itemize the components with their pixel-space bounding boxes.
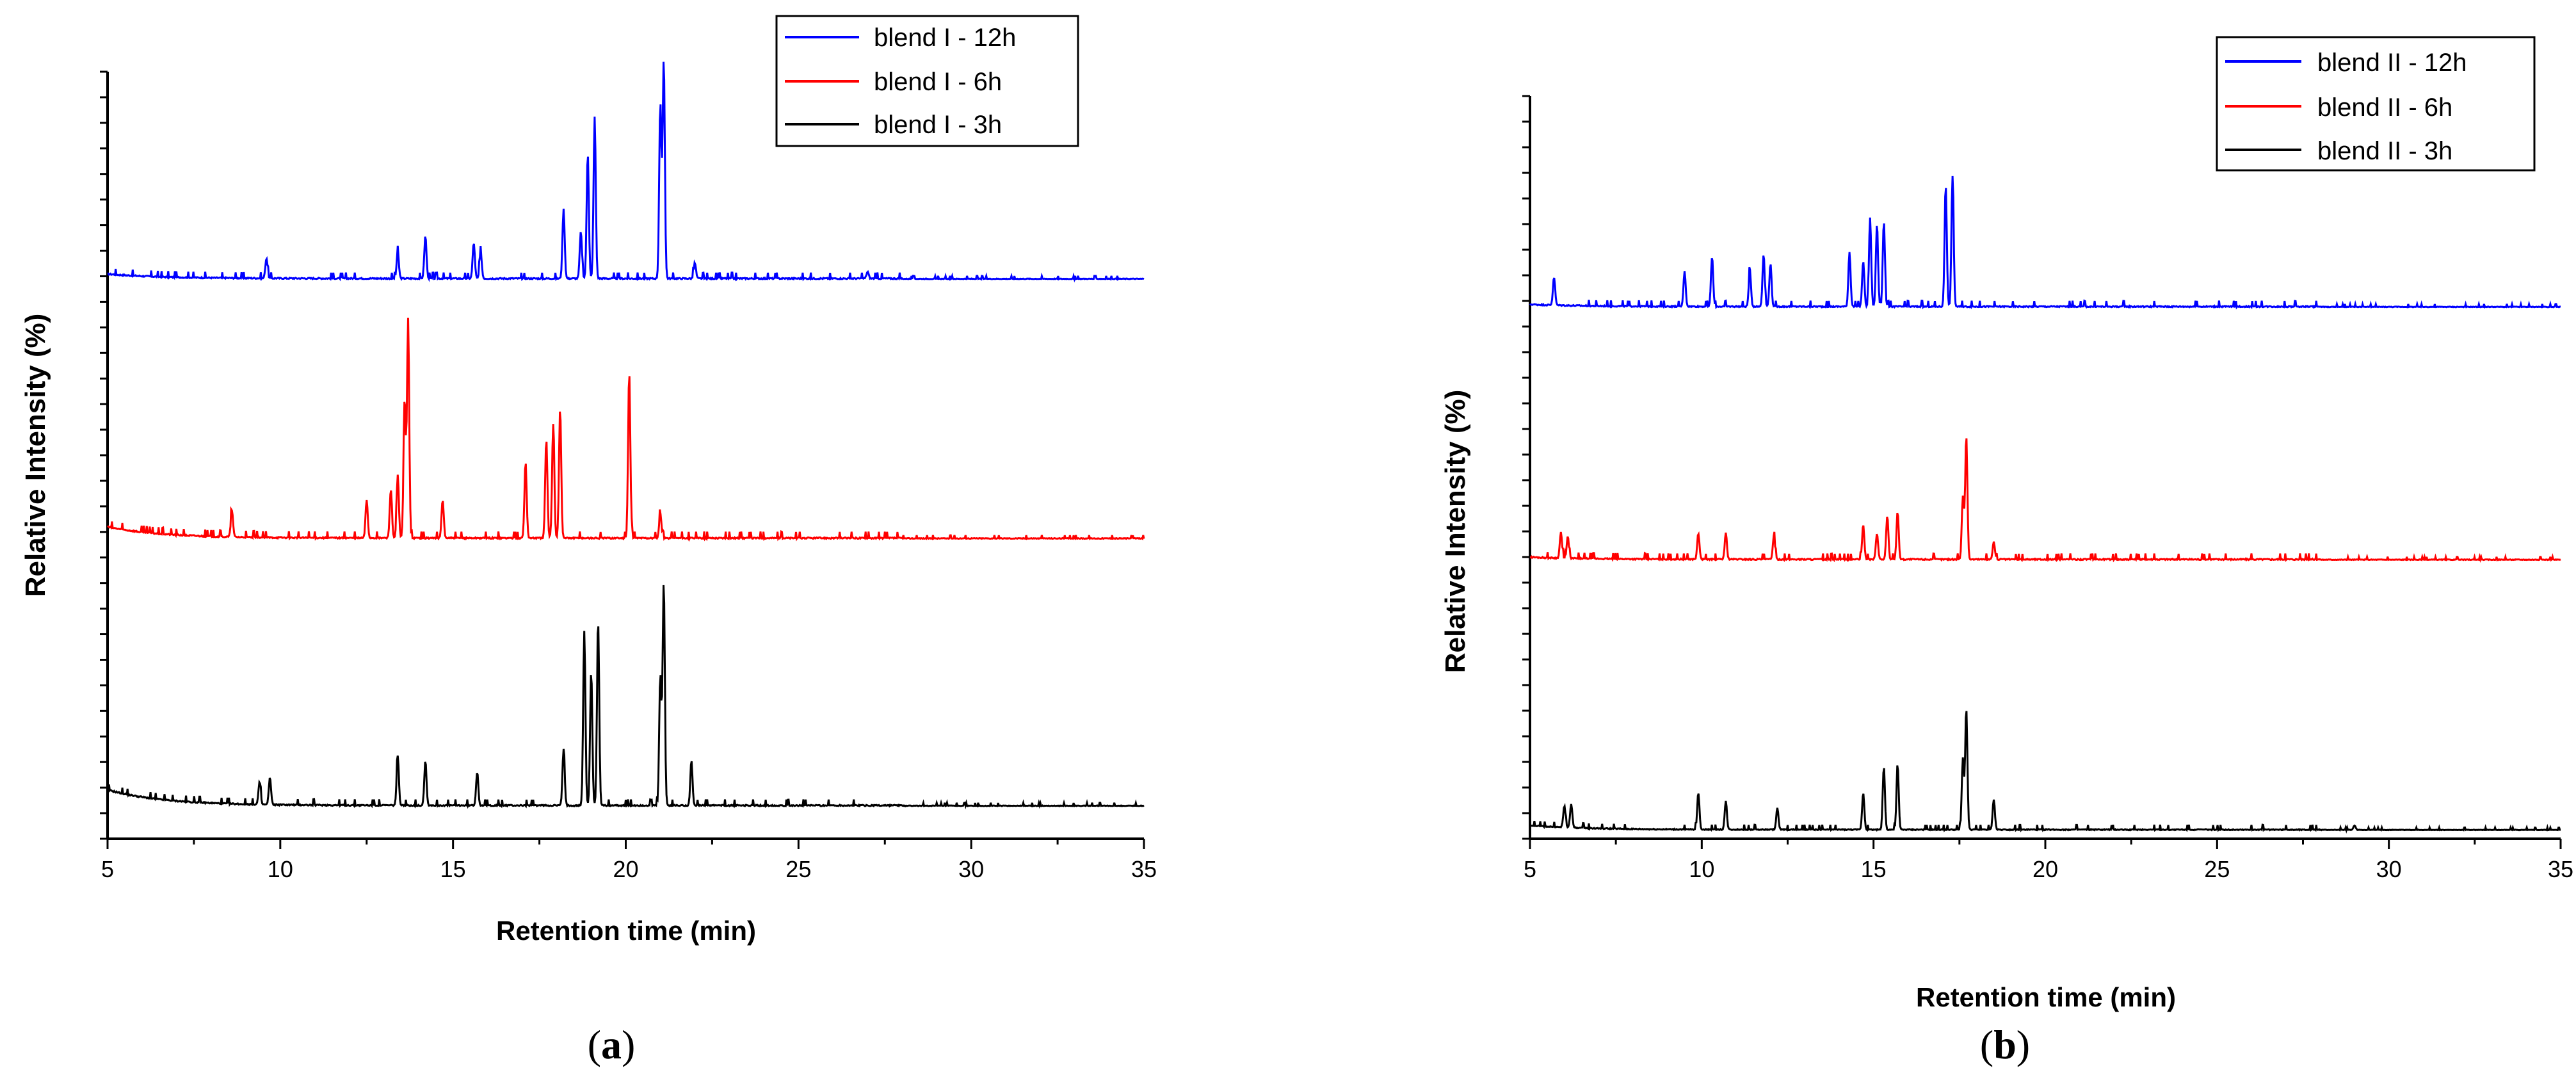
y-axis-ticks [1522,95,1530,840]
series-line-3 [1529,711,2561,834]
panel-caption-a: (a) [588,1022,636,1067]
y-axis-title: Relative Intensity (%) [1440,390,1471,674]
x-tick-label: 5 [1524,856,1536,882]
x-tick-label: 30 [958,856,984,882]
caption-close-paren: ) [2017,1022,2030,1067]
x-tick-label: 25 [785,856,811,882]
series-line-1 [107,61,1145,283]
x-tick-label: 15 [440,856,466,882]
x-tick-label: 35 [2548,856,2573,882]
x-tick-label: 35 [1131,856,1157,882]
caption-open-paren: ( [1980,1022,1993,1067]
x-axis-ticks: 5 10 15 20 25 30 35 [101,839,1157,882]
legend-label-3: blend II - 3h [2317,137,2452,165]
y-axis-title: Relative Intensity (%) [20,314,51,597]
caption-letter: a [601,1022,622,1067]
chart-panel-a: 5 10 15 20 25 30 35 Relative Intensity (%) Ret… [20,15,1157,1067]
legend: blend I - 12h blend I - 6h blend I - 3h [775,15,1079,147]
series-line-2 [107,318,1145,542]
x-tick-label: 30 [2376,856,2402,882]
legend-label-1: blend II - 12h [2317,49,2467,77]
x-tick-label: 20 [613,856,638,882]
legend-box [2216,36,2536,172]
legend-label-1: blend I - 12h [874,24,1016,52]
chart-panel-b: 5 10 15 20 25 30 35 Relative Intensity (%) Ret… [1440,36,2573,1067]
x-axis-ticks: 5 10 15 20 25 30 35 [1524,839,2573,882]
series-line-1 [1529,175,2561,310]
series-line-2 [1529,438,2561,563]
legend-label-2: blend I - 6h [874,68,1002,96]
series-layer [1529,175,2561,834]
legend-label-2: blend II - 6h [2317,93,2452,122]
x-axis-title: Retention time (min) [1916,982,2176,1012]
legend: blend II - 12h blend II - 6h blend II - … [2216,36,2536,172]
caption-letter: b [1993,1022,2017,1067]
x-tick-label: 5 [101,856,114,882]
y-axis-ticks [100,70,108,840]
caption-open-paren: ( [588,1022,601,1067]
x-tick-label: 20 [2033,856,2058,882]
x-tick-label: 15 [1861,856,1887,882]
x-tick-label: 10 [268,856,293,882]
legend-label-3: blend I - 3h [874,111,1002,139]
series-line-3 [107,585,1145,810]
series-layer [107,61,1145,810]
panel-caption-b: (b) [1980,1022,2030,1067]
caption-close-paren: ) [622,1022,635,1067]
x-tick-label: 10 [1689,856,1714,882]
x-tick-label: 25 [2204,856,2230,882]
x-axis-title: Retention time (min) [496,916,756,946]
